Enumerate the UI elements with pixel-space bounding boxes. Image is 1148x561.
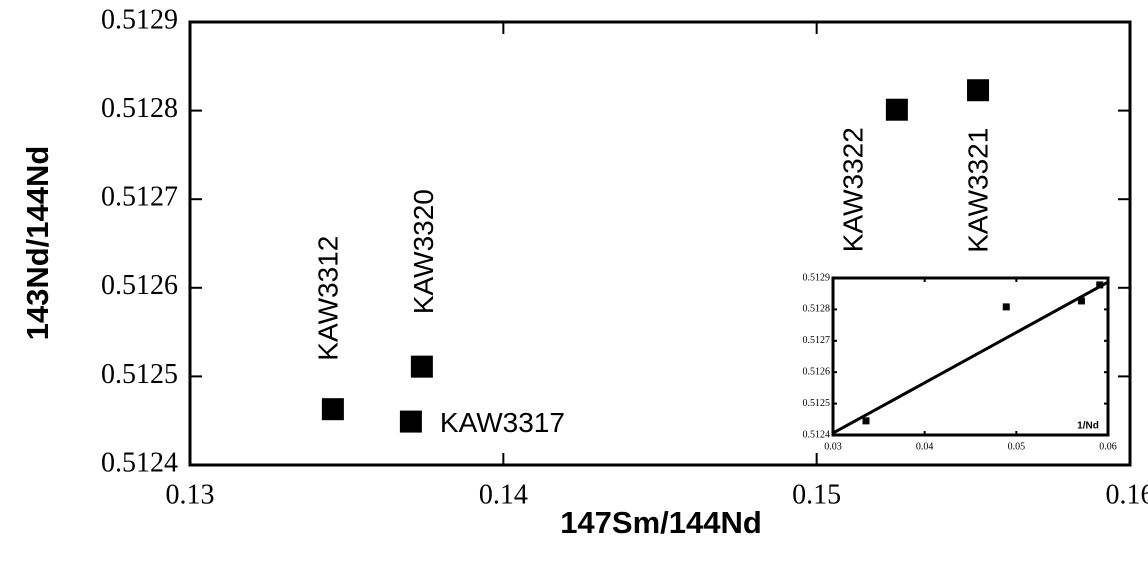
point-label: KAW3320: [408, 189, 439, 314]
point-label: KAW3312: [312, 236, 343, 361]
inset-x-label: 1/Nd: [1077, 421, 1099, 432]
point: [399, 410, 422, 433]
plot-frame: [188, 20, 1132, 467]
point: [410, 355, 433, 378]
x-tick-label: 0.14: [479, 479, 528, 510]
x-tick-label: 0.15: [792, 479, 841, 510]
y-tick-label: 0.5128: [101, 93, 178, 124]
point-label: KAW3321: [962, 128, 993, 253]
fit-line: [832, 280, 1109, 435]
y-tick-label: 0.5126: [803, 366, 831, 377]
point: [1002, 303, 1010, 311]
y-tick-label: 0.5125: [101, 359, 178, 390]
point: [967, 79, 990, 102]
x-tick-label: 0.03: [824, 441, 842, 452]
point: [1096, 281, 1104, 289]
x-tick-label: 0.16: [1106, 479, 1148, 510]
y-tick-label: 0.5129: [803, 272, 831, 283]
y-tick-label: 0.5126: [101, 270, 178, 301]
y-tick-label: 0.5129: [101, 4, 178, 35]
x-tick-label: 0.06: [1099, 441, 1117, 452]
y-tick-label: 0.5124: [803, 429, 831, 440]
x-tick-label: 0.13: [166, 479, 215, 510]
y-tick-label: 0.5124: [101, 447, 178, 478]
x-axis-label: 147Sm/144Nd: [560, 505, 762, 540]
y-tick-label: 0.5128: [803, 304, 831, 315]
y-tick-label: 0.5127: [803, 335, 831, 346]
point: [862, 417, 870, 425]
point: [1077, 297, 1085, 305]
point-label: KAW3317: [440, 407, 565, 438]
y-axis-label: 143Nd/144Nd: [20, 146, 55, 341]
point: [321, 398, 344, 421]
point-label: KAW3322: [837, 127, 868, 252]
x-tick-label: 0.05: [1008, 441, 1026, 452]
y-tick-label: 0.5125: [803, 398, 831, 409]
x-tick-label: 0.04: [916, 441, 934, 452]
y-tick-label: 0.5127: [101, 182, 178, 213]
point: [885, 98, 908, 121]
